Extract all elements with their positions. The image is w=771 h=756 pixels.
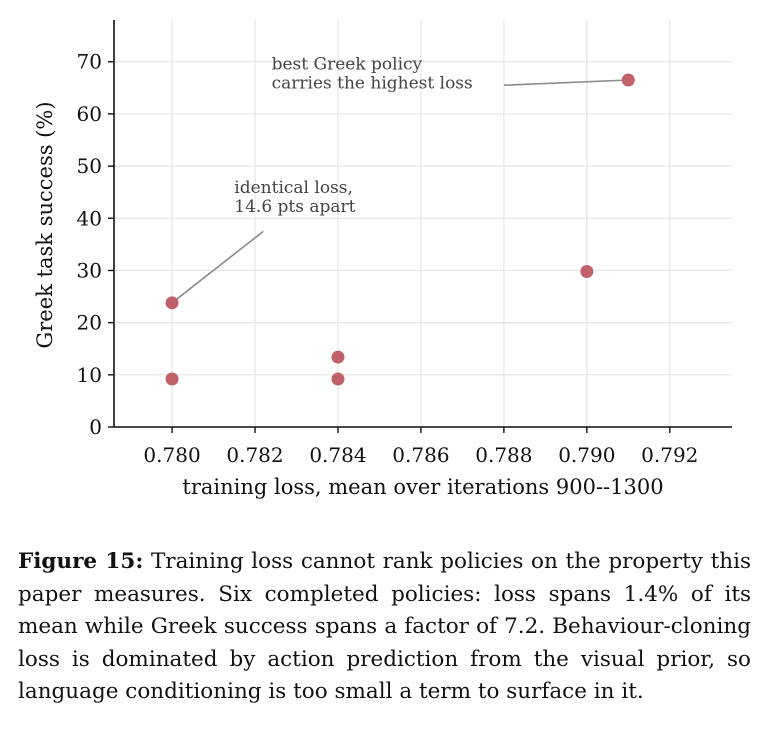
figure-label: Figure 15:	[18, 549, 144, 574]
grid-lines	[114, 20, 732, 428]
figure-caption: Figure 15: Training loss cannot rank pol…	[18, 546, 751, 709]
x-tick-label: 0.782	[226, 443, 283, 467]
x-axis-label: training loss, mean over iterations 900-…	[182, 475, 663, 499]
annotation-text: 14.6 pts apart	[234, 197, 355, 217]
y-tick-label: 30	[77, 258, 102, 282]
annotation-text: carries the highest loss	[272, 74, 473, 94]
data-point	[331, 372, 345, 386]
y-tick-label: 0	[89, 415, 102, 439]
annotation-text: identical loss,	[234, 178, 353, 198]
data-point	[331, 350, 345, 364]
y-tick-label: 20	[77, 311, 102, 335]
y-tick-label: 10	[77, 363, 102, 387]
axes	[108, 20, 732, 433]
x-tick-label: 0.792	[641, 443, 698, 467]
y-tick-label: 60	[77, 102, 102, 126]
data-points	[165, 73, 635, 386]
annotation-text: best Greek policy	[272, 55, 423, 75]
x-tick-label: 0.780	[143, 443, 200, 467]
data-point	[165, 296, 179, 310]
scatter-chart: 0.780 0.782 0.784 0.786 0.788 0.790 0.792 0 10 20…	[33, 20, 732, 499]
y-tick-label: 50	[77, 154, 102, 178]
data-point	[580, 265, 594, 279]
y-tick-label: 40	[77, 206, 102, 230]
caption-text: Training loss cannot rank policies on th…	[18, 549, 751, 704]
annotation-arrow	[503, 79, 629, 87]
data-point	[165, 372, 179, 386]
x-tick-label: 0.788	[475, 443, 532, 467]
y-tick-label: 70	[77, 50, 102, 74]
y-axis-label: Greek task success (%)	[33, 101, 57, 348]
x-tick-label: 0.790	[558, 443, 615, 467]
annotation-arrow	[171, 230, 264, 304]
x-tick-label: 0.784	[309, 443, 366, 467]
tick-labels: 0.780 0.782 0.784 0.786 0.788 0.790 0.792 0 10 20…	[77, 50, 699, 467]
data-point	[621, 73, 635, 87]
x-tick-label: 0.786	[392, 443, 449, 467]
